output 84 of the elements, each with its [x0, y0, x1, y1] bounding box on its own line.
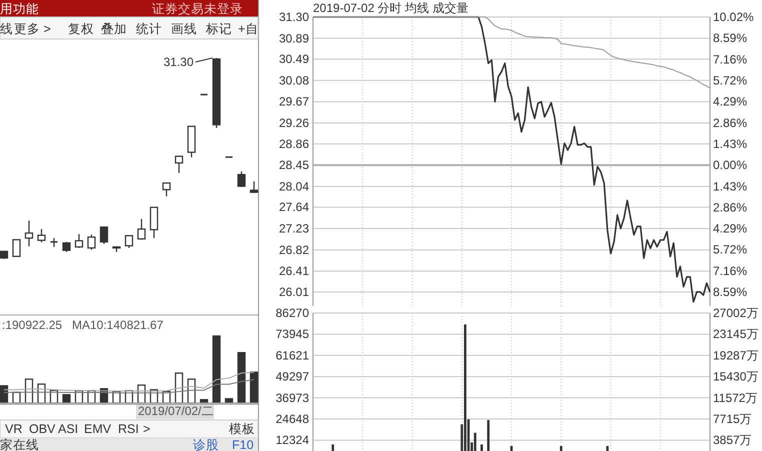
bar: [212, 335, 221, 404]
y2-tick-label: 5.72%: [713, 242, 748, 257]
y2-tick-label: 10.02%: [713, 10, 754, 24]
y2-tick-label: 4.29%: [713, 222, 748, 236]
y-tick-label: 27.64: [278, 200, 310, 214]
text: 家在线: [0, 437, 39, 451]
y2-tick-label: 4.29%: [713, 94, 748, 109]
text: OBV: [29, 422, 56, 436]
y2-tick-label: 27002万: [713, 306, 758, 320]
y-tick-label: 86270: [276, 306, 310, 320]
bar: [250, 372, 258, 404]
y2-tick-label: 8.59%: [713, 285, 748, 300]
y-tick-label: 12324: [276, 433, 310, 448]
y2-tick-label: 2.86%: [713, 200, 748, 214]
y-tick-label: 28.86: [278, 136, 310, 151]
text: +自: [238, 22, 258, 36]
y-tick-label: 26.82: [278, 242, 310, 257]
y-tick-label: 28.45: [278, 158, 310, 172]
y2-tick-label: 7715万: [713, 412, 752, 426]
bar: [237, 352, 246, 404]
text: 标记: [205, 22, 232, 36]
y-tick-label: 61621: [276, 348, 310, 362]
candlestick: [237, 170, 246, 188]
y2-tick-label: 11572万: [713, 390, 758, 405]
y-tick-label: 26.41: [278, 264, 310, 278]
text: MA10:140821.67: [72, 318, 164, 332]
text: EMV: [84, 422, 112, 436]
y2-tick-label: 0.00%: [713, 158, 748, 172]
text: :190922.25: [2, 318, 62, 332]
chart-title: 2019-07-02 分时 均线 成交量: [313, 1, 468, 15]
text: 叠加: [101, 22, 127, 36]
annotation: 31.30: [163, 55, 194, 69]
y-tick-label: 30.49: [278, 52, 310, 66]
text: 诊股: [193, 438, 219, 451]
y-tick-label: 24648: [276, 412, 310, 426]
y2-tick-label: 19287万: [713, 348, 758, 362]
text: VR: [5, 422, 22, 436]
y-tick-label: 29.67: [278, 94, 310, 109]
annotation: 2019/07/02/二: [138, 404, 214, 418]
y-tick-label: 29.26: [278, 116, 310, 130]
candlestick: [62, 241, 71, 253]
y2-tick-label: 23145万: [713, 327, 758, 342]
candlestick: [174, 156, 184, 174]
candlestick: [137, 218, 146, 240]
y-tick-label: 73945: [276, 327, 310, 342]
text: F10: [232, 438, 254, 451]
y-tick-label: 30.08: [278, 73, 310, 88]
text: 模板: [229, 422, 255, 436]
y2-tick-label: 7.16%: [713, 264, 748, 278]
text: 用功能: [0, 2, 39, 16]
y-tick-label: 49297: [276, 370, 310, 384]
y2-tick-label: 3857万: [713, 433, 752, 448]
y2-tick-label: 8.59%: [713, 31, 748, 46]
y2-tick-label: 15430万: [713, 370, 758, 384]
text: 复权: [68, 22, 94, 36]
y-tick-label: 26.01: [278, 284, 310, 299]
text: 统计: [136, 22, 162, 36]
y2-tick-label: 5.72%: [713, 74, 748, 88]
text: 更多 >: [14, 22, 51, 36]
y2-tick-label: 1.43%: [713, 179, 748, 194]
y2-tick-label: 7.16%: [713, 52, 748, 66]
text: 证券交易未登录: [152, 1, 243, 16]
candlestick: [100, 226, 108, 245]
y-tick-label: 30.89: [278, 31, 310, 46]
candlestick: [12, 239, 21, 257]
candlestick: [124, 235, 134, 249]
candlestick: [150, 206, 158, 239]
candlestick: [162, 182, 171, 197]
y2-tick-label: 2.86%: [713, 116, 748, 130]
text: >: [143, 422, 150, 436]
candlestick: [37, 228, 46, 243]
text: 画线: [171, 22, 197, 36]
y2-tick-label: 1.43%: [713, 136, 748, 151]
line-series: [312, 16, 711, 303]
candlestick: [74, 233, 84, 249]
candlestick: [24, 220, 34, 247]
y-tick-label: 31.30: [278, 10, 310, 24]
y-tick-label: 28.04: [278, 179, 310, 194]
text: RSI: [118, 422, 139, 436]
y-tick-label: 27.23: [278, 222, 310, 236]
text: 线: [0, 22, 13, 36]
candlestick: [87, 234, 96, 250]
y-tick-label: 36973: [276, 390, 310, 405]
text: ASI: [58, 422, 78, 436]
